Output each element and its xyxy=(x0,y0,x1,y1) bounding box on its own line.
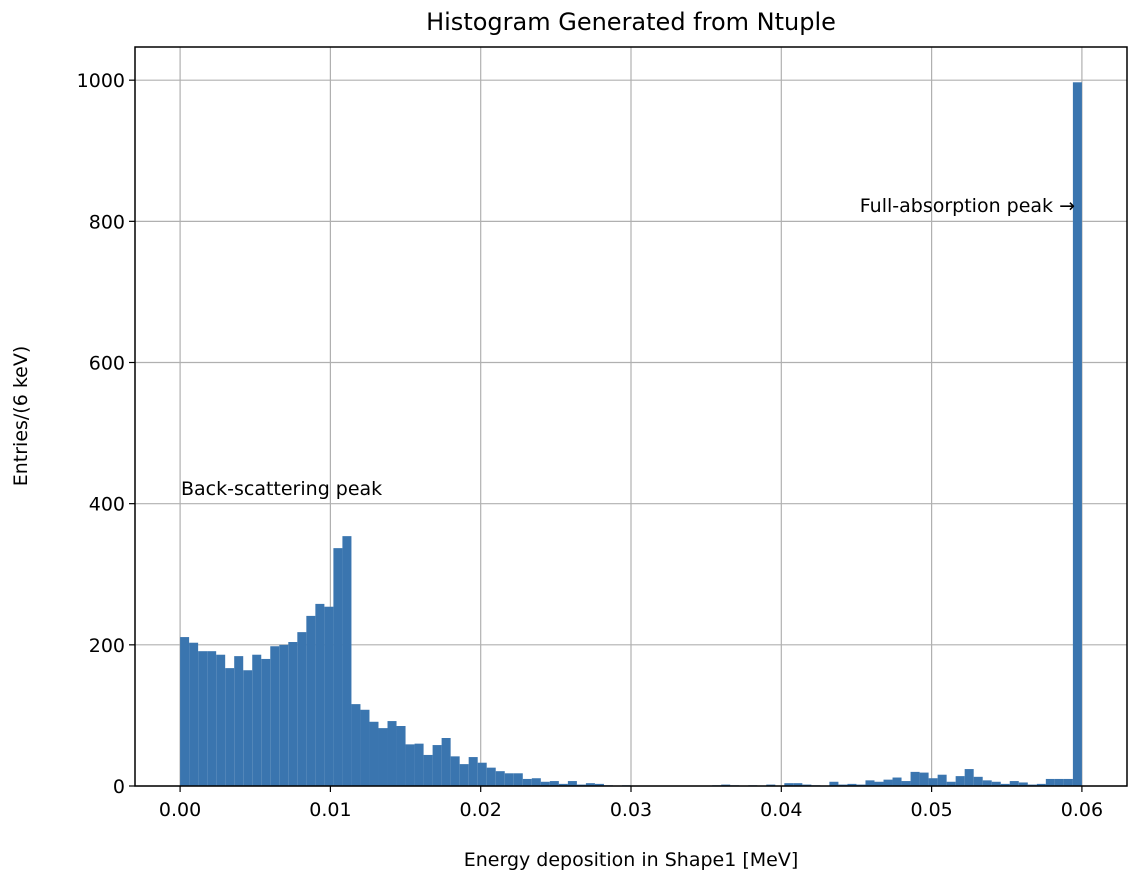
bar xyxy=(829,781,839,786)
x-axis-label: Energy deposition in Shape1 [MeV] xyxy=(464,849,799,871)
bar xyxy=(405,744,415,786)
bar xyxy=(207,651,217,786)
bar xyxy=(784,783,794,786)
bar xyxy=(477,762,487,786)
bar xyxy=(955,776,965,786)
bar xyxy=(252,654,262,786)
x-tick-label: 0.04 xyxy=(760,799,802,821)
bar xyxy=(360,709,370,786)
bar xyxy=(369,721,379,786)
bar xyxy=(387,721,397,786)
bar xyxy=(180,637,190,786)
annotation: Full-absorption peak → xyxy=(860,195,1075,217)
y-tick-label: 1000 xyxy=(77,70,125,92)
x-tick-label: 0.06 xyxy=(1061,799,1103,821)
ticks: 0 200 400 600 800 1000 0.00 0.01 0.02 0.03 0.04 0.0… xyxy=(77,70,1103,821)
bar xyxy=(919,772,929,786)
bar xyxy=(594,783,604,786)
bar xyxy=(549,781,559,786)
x-tick-label: 0.03 xyxy=(610,799,652,821)
bar xyxy=(1045,778,1055,786)
bar xyxy=(847,783,857,786)
bar xyxy=(558,783,568,786)
bar xyxy=(874,781,884,786)
bar xyxy=(1072,82,1082,786)
bar xyxy=(243,670,253,786)
bar xyxy=(928,778,938,786)
bar xyxy=(1018,782,1028,786)
bar xyxy=(513,773,523,786)
bar xyxy=(324,606,334,786)
x-tick-label: 0.00 xyxy=(159,799,201,821)
bar xyxy=(198,651,208,786)
bar xyxy=(333,548,343,786)
bar xyxy=(486,767,496,786)
bar xyxy=(1063,778,1073,786)
bar xyxy=(234,656,244,786)
bar xyxy=(342,536,352,786)
bar xyxy=(414,743,424,786)
bar xyxy=(315,603,325,786)
y-tick-label: 600 xyxy=(89,353,125,375)
bar xyxy=(468,757,478,786)
bar xyxy=(567,781,577,786)
bar xyxy=(495,771,505,786)
bar xyxy=(1054,778,1064,786)
bar xyxy=(901,781,911,786)
bar xyxy=(450,756,460,786)
y-tick-label: 200 xyxy=(89,635,125,657)
bar xyxy=(937,774,947,786)
y-axis-label: Entries/(6 keV) xyxy=(10,346,32,487)
annotation: Back-scattering peak xyxy=(181,478,382,500)
bar xyxy=(504,773,514,786)
bar xyxy=(1009,781,1019,786)
bar xyxy=(522,778,532,786)
bar xyxy=(396,726,406,786)
bar xyxy=(1036,783,1046,786)
x-tick-label: 0.02 xyxy=(460,799,502,821)
bar xyxy=(306,615,316,786)
bar xyxy=(261,658,271,786)
bar xyxy=(910,771,920,786)
bar xyxy=(892,777,902,786)
bar xyxy=(883,779,893,786)
bar xyxy=(216,654,226,786)
y-tick-label: 800 xyxy=(89,211,125,233)
bar xyxy=(973,776,983,786)
bar xyxy=(991,781,1001,786)
bar xyxy=(288,642,298,786)
bar xyxy=(432,745,442,786)
bar xyxy=(351,704,361,786)
y-tick-label: 0 xyxy=(113,776,125,798)
bar xyxy=(279,644,289,786)
bar xyxy=(865,780,875,786)
bar xyxy=(946,781,956,786)
bar xyxy=(1000,783,1010,786)
bar xyxy=(225,668,235,786)
x-tick-label: 0.05 xyxy=(910,799,952,821)
bar xyxy=(540,781,550,786)
bar xyxy=(585,783,595,786)
bar xyxy=(378,728,388,786)
bar xyxy=(423,754,433,786)
bar xyxy=(270,646,280,786)
bar xyxy=(459,764,469,786)
y-tick-label: 400 xyxy=(89,494,125,516)
bar xyxy=(297,632,307,786)
bar xyxy=(982,780,992,786)
bar xyxy=(793,783,803,786)
bar xyxy=(189,642,199,786)
chart-title: Histogram Generated from Ntuple xyxy=(426,8,836,36)
bars xyxy=(180,82,1082,786)
x-tick-label: 0.01 xyxy=(309,799,351,821)
bar xyxy=(441,738,451,786)
bar xyxy=(531,778,541,786)
bar xyxy=(964,769,974,786)
